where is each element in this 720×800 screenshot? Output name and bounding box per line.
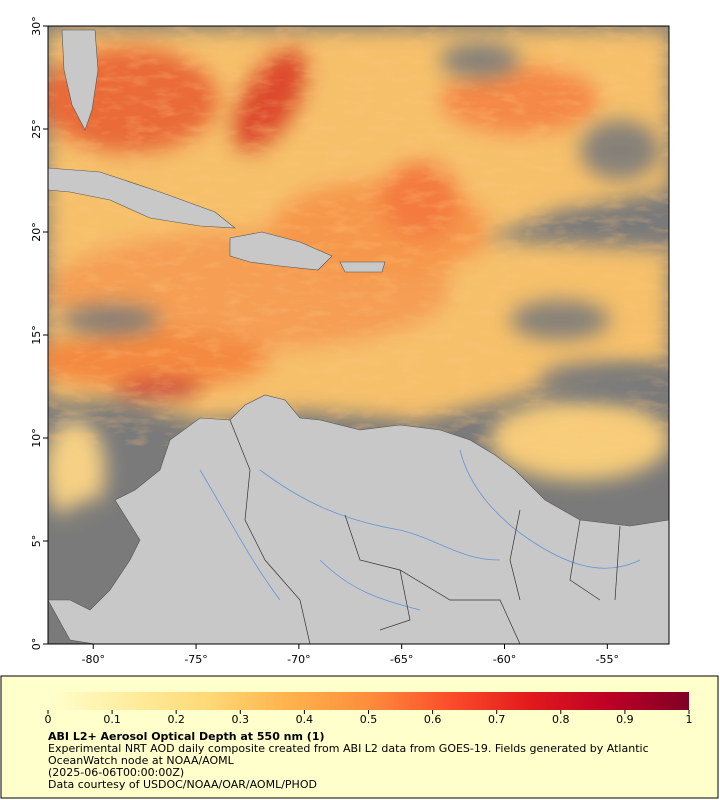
x-tick-label: -55°	[596, 653, 619, 666]
colorbar-tick-label: 0.6	[424, 713, 442, 726]
x-tick-label: -80°	[82, 653, 105, 666]
caption-time: (2025-06-06T00:00:00Z)	[48, 766, 185, 779]
colorbar-tick-label: 0.2	[167, 713, 185, 726]
colorbar-tick-label: 1	[686, 713, 693, 726]
colorbar	[48, 692, 689, 710]
caption: ABI L2+ Aerosol Optical Depth at 550 nm …	[48, 731, 688, 791]
colorbar-tick-label: 0.4	[296, 713, 314, 726]
colorbar-tick-label: 0.5	[360, 713, 378, 726]
colorbar-tick-label: 0.7	[488, 713, 506, 726]
y-tick-label: 10°	[30, 428, 43, 448]
colorbar-tick-label: 0	[45, 713, 52, 726]
colorbar-tick-label: 0.8	[552, 713, 570, 726]
map-image	[48, 26, 669, 644]
caption-title: ABI L2+ Aerosol Optical Depth at 550 nm …	[48, 730, 325, 743]
y-tick-label: 5°	[30, 535, 43, 548]
y-tick-label: 20°	[30, 222, 43, 242]
land	[48, 29, 669, 644]
x-tick-label: -60°	[493, 653, 516, 666]
y-tick-label: 15°	[30, 325, 43, 345]
y-tick-label: 30°	[30, 16, 43, 36]
colorbar-tick-label: 0.3	[232, 713, 250, 726]
x-tick-label: -75°	[184, 653, 207, 666]
colorbar-tick-label: 0.1	[103, 713, 121, 726]
borders	[229, 419, 621, 644]
y-tick-label: 25°	[30, 119, 43, 139]
caption-description: Experimental NRT AOD daily composite cre…	[48, 742, 649, 767]
x-tick-label: -65°	[390, 653, 413, 666]
y-tick-label: 0°	[30, 638, 43, 651]
colorbar-tick-label: 0.9	[616, 713, 634, 726]
x-tick-label: -70°	[287, 653, 310, 666]
caption-credit: Data courtesy of USDOC/NOAA/OAR/AOML/PHO…	[48, 778, 317, 791]
